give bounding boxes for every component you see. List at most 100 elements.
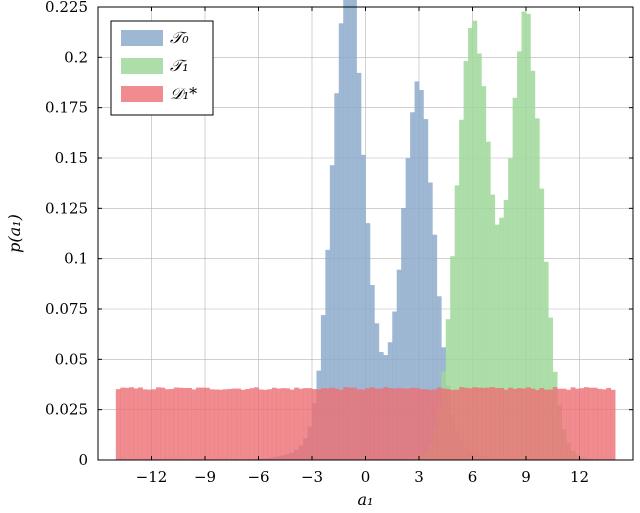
- bar: [155, 387, 161, 460]
- bar: [427, 182, 433, 460]
- bar: [450, 256, 455, 460]
- bar: [356, 389, 362, 460]
- y-tick-label: 0.175: [45, 99, 88, 117]
- bar: [222, 389, 228, 460]
- x-tick-label: 12: [570, 468, 589, 486]
- bar: [463, 387, 469, 460]
- bar: [503, 200, 509, 461]
- bar: [236, 388, 241, 460]
- bar: [508, 158, 513, 460]
- bar: [476, 387, 482, 460]
- bar: [583, 387, 589, 460]
- bar: [361, 389, 366, 460]
- bar: [570, 387, 576, 460]
- y-tick-label: 0.025: [45, 401, 88, 419]
- y-tick-label: 0.15: [55, 149, 88, 167]
- bar: [325, 249, 331, 460]
- bar: [182, 387, 188, 460]
- bar: [343, 387, 348, 460]
- bar: [267, 389, 273, 460]
- bar: [298, 388, 304, 460]
- bar: [160, 387, 166, 460]
- bar: [494, 388, 500, 460]
- bar: [285, 388, 291, 460]
- legend-label: 𝒯₁: [170, 56, 189, 75]
- bar: [249, 388, 255, 460]
- bar: [472, 387, 478, 460]
- bar: [517, 51, 522, 461]
- bar: [334, 93, 340, 460]
- bar: [191, 389, 197, 460]
- bar: [245, 389, 250, 460]
- bar: [601, 389, 607, 460]
- bar: [352, 0, 357, 460]
- bar: [378, 388, 384, 460]
- bar: [316, 389, 322, 460]
- bar: [494, 224, 500, 460]
- bar: [597, 388, 603, 460]
- legend-swatch: [121, 30, 163, 46]
- bar: [147, 389, 152, 460]
- bar: [472, 20, 478, 461]
- bar: [419, 90, 424, 460]
- bar: [138, 387, 143, 460]
- bar: [436, 387, 442, 460]
- bar: [320, 315, 326, 460]
- bar: [499, 217, 505, 460]
- bar: [196, 387, 201, 460]
- x-tick-label: −3: [301, 468, 323, 486]
- bar: [508, 387, 513, 460]
- bar: [579, 388, 585, 460]
- bar: [240, 389, 246, 460]
- bar: [169, 389, 175, 460]
- bar: [312, 389, 317, 460]
- bar: [481, 387, 487, 460]
- bar: [365, 388, 371, 460]
- bar: [124, 387, 130, 460]
- y-tick-label: 0.05: [55, 350, 88, 368]
- bar: [548, 317, 554, 460]
- y-tick-label: 0.075: [45, 300, 88, 318]
- bar: [410, 112, 415, 461]
- bar: [365, 223, 371, 460]
- bar: [356, 72, 362, 460]
- bar: [521, 11, 527, 461]
- bar: [526, 387, 531, 460]
- bar: [521, 388, 527, 460]
- bar: [151, 389, 157, 460]
- y-axis-label: p(a₁): [5, 214, 24, 253]
- bar: [561, 388, 567, 460]
- bar: [450, 389, 455, 460]
- bar: [485, 141, 491, 460]
- bar: [606, 387, 612, 460]
- bar: [276, 388, 282, 460]
- bar: [454, 185, 460, 461]
- bar: [543, 389, 549, 460]
- bar: [401, 208, 406, 460]
- bar: [173, 387, 179, 460]
- bar: [258, 389, 264, 460]
- bar: [396, 269, 402, 460]
- bar: [254, 387, 259, 460]
- bar: [463, 61, 469, 461]
- bar: [392, 311, 398, 460]
- bar: [133, 388, 139, 460]
- legend-swatch: [121, 58, 163, 74]
- legend-label: 𝒯₀: [170, 28, 189, 47]
- legend-swatch: [121, 86, 163, 102]
- bar: [410, 387, 415, 460]
- bar: [347, 387, 353, 460]
- bar: [392, 388, 398, 460]
- bar: [120, 387, 126, 460]
- bar: [227, 388, 233, 460]
- bar: [289, 389, 295, 460]
- bar: [294, 387, 299, 460]
- bar: [432, 389, 438, 460]
- bar: [530, 70, 536, 460]
- bar: [414, 81, 420, 461]
- bar: [423, 389, 429, 460]
- bar: [610, 389, 616, 460]
- bar: [200, 387, 206, 460]
- y-tick-label: 0.1: [64, 250, 88, 268]
- bar: [459, 119, 464, 461]
